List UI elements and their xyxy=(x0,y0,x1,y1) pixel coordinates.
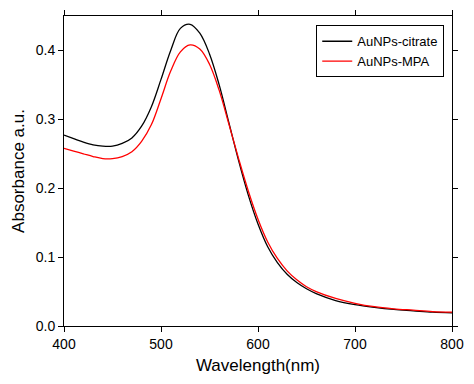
svg-text:500: 500 xyxy=(149,336,173,352)
svg-text:Wavelength(nm): Wavelength(nm) xyxy=(196,356,320,375)
svg-text:400: 400 xyxy=(52,336,76,352)
svg-text:Absorbance a.u.: Absorbance a.u. xyxy=(9,109,28,233)
svg-text:600: 600 xyxy=(246,336,270,352)
svg-text:AuNPs-citrate: AuNPs-citrate xyxy=(357,34,437,49)
svg-text:AuNPs-MPA: AuNPs-MPA xyxy=(357,54,429,69)
svg-text:800: 800 xyxy=(440,336,464,352)
svg-text:0.3: 0.3 xyxy=(36,111,56,127)
svg-text:0.2: 0.2 xyxy=(36,180,56,196)
svg-text:0.0: 0.0 xyxy=(36,318,56,334)
svg-text:0.1: 0.1 xyxy=(36,249,56,265)
svg-text:700: 700 xyxy=(343,336,367,352)
svg-text:0.4: 0.4 xyxy=(36,42,56,58)
